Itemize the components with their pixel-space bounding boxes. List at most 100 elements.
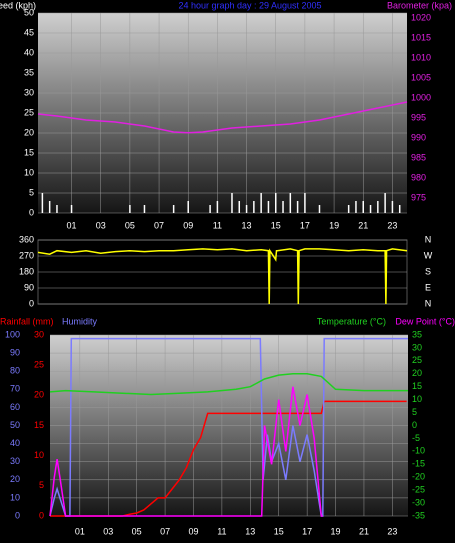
x-tick-label: 23 [387,526,397,536]
series-line [49,373,408,396]
y3-tick-label: 30 [34,329,44,339]
y2-tick-label: 990 [411,132,426,142]
y2-tick-label: -10 [412,446,425,456]
series-line [50,400,407,517]
x-tick-label: 01 [67,220,77,230]
axis-title: Temperature (°C) [317,316,386,326]
y-tick-label: 360 [19,234,34,244]
y2-tick-label: W [424,250,433,260]
y2-tick-label: 1015 [411,32,431,42]
y2-tick-label: 1020 [411,12,431,22]
y-tick-label: 5 [29,187,34,197]
y-tick-label: 30 [10,456,20,466]
chart-title: 24 hour graph day : 29 August 2005 [178,0,321,10]
y2-tick-label: 35 [412,329,422,339]
y-tick-label: 0 [29,298,34,308]
axis-title: Rainfall (mm) [0,316,54,326]
y-tick-label: 70 [10,384,20,394]
y2-tick-label: -20 [412,472,425,482]
axis-title: Dew Point (°C) [395,316,455,326]
y-tick-label: 10 [10,492,20,502]
y3-tick-label: 25 [34,360,44,370]
y-tick-label: 20 [10,474,20,484]
y-tick-label: 80 [10,366,20,376]
series-line [37,248,408,305]
x-tick-label: 09 [188,526,198,536]
y2-tick-label: 1005 [411,72,431,82]
y2-tick-label: -15 [412,459,425,469]
axis-title: Humidity [62,316,98,326]
y2-tick-label: 1010 [411,52,431,62]
y2-tick-label: 1000 [411,92,431,102]
x-tick-label: 05 [125,220,135,230]
y-tick-label: 270 [19,250,34,260]
x-tick-label: 17 [302,526,312,536]
y3-tick-label: 5 [39,480,44,490]
y-tick-label: 25 [24,107,34,117]
y-tick-label: 30 [24,87,34,97]
y3-tick-label: 10 [34,450,44,460]
x-tick-label: 11 [217,526,226,536]
y-tick-label: 50 [24,7,34,17]
y-tick-label: 60 [10,402,20,412]
x-tick-label: 07 [154,220,164,230]
y-tick-label: 90 [24,282,34,292]
y2-tick-label: 10 [412,394,422,404]
y2-tick-label: 15 [412,381,422,391]
y2-tick-label: 5 [412,407,417,417]
y-tick-label: 35 [24,67,34,77]
x-tick-label: 23 [387,220,397,230]
y2-tick-label: E [425,282,431,292]
y2-tick-label: N [425,298,432,308]
y-tick-label: 50 [10,420,20,430]
y2-tick-label: 995 [411,112,426,122]
y-tick-label: 10 [24,167,34,177]
y3-tick-label: 0 [39,510,44,520]
y-tick-label: 100 [5,329,20,339]
y2-tick-label: -35 [412,510,425,520]
y-tick-label: 45 [24,27,34,37]
series-line [37,101,408,134]
y2-tick-label: 25 [412,355,422,365]
y2-tick-label: 985 [411,152,426,162]
x-tick-label: 03 [96,220,106,230]
y2-tick-label: 980 [411,172,426,182]
x-tick-label: 13 [245,526,255,536]
x-tick-label: 05 [132,526,142,536]
x-tick-label: 01 [75,526,85,536]
y2-tick-label: -30 [412,497,425,507]
y-tick-label: 20 [24,127,34,137]
axis-title: Windspeed (kph) [0,0,36,10]
y-tick-label: 15 [24,147,34,157]
series-line [49,386,323,517]
x-tick-label: 13 [242,220,252,230]
x-tick-label: 21 [358,220,368,230]
y2-tick-label: N [425,234,432,244]
y2-tick-label: 975 [411,192,426,202]
y-tick-label: 0 [29,207,34,217]
y2-tick-label: -25 [412,485,425,495]
y-tick-label: 90 [10,347,20,357]
x-tick-label: 15 [271,220,281,230]
x-tick-label: 03 [103,526,113,536]
x-tick-label: 17 [300,220,310,230]
y-tick-label: 40 [10,438,20,448]
y-tick-label: 40 [24,47,34,57]
x-tick-label: 09 [183,220,193,230]
axis-title: Barometer (kpa) [387,0,452,10]
x-tick-label: 11 [213,220,222,230]
y2-tick-label: S [425,266,431,276]
y-tick-label: 0 [15,510,20,520]
x-tick-label: 19 [331,526,341,536]
x-tick-label: 21 [359,526,369,536]
y2-tick-label: 20 [412,368,422,378]
y2-tick-label: 30 [412,342,422,352]
x-tick-label: 15 [274,526,284,536]
x-tick-label: 19 [329,220,339,230]
x-tick-label: 07 [160,526,170,536]
y3-tick-label: 15 [34,420,44,430]
y2-tick-label: 0 [412,420,417,430]
y2-tick-label: -5 [412,433,420,443]
